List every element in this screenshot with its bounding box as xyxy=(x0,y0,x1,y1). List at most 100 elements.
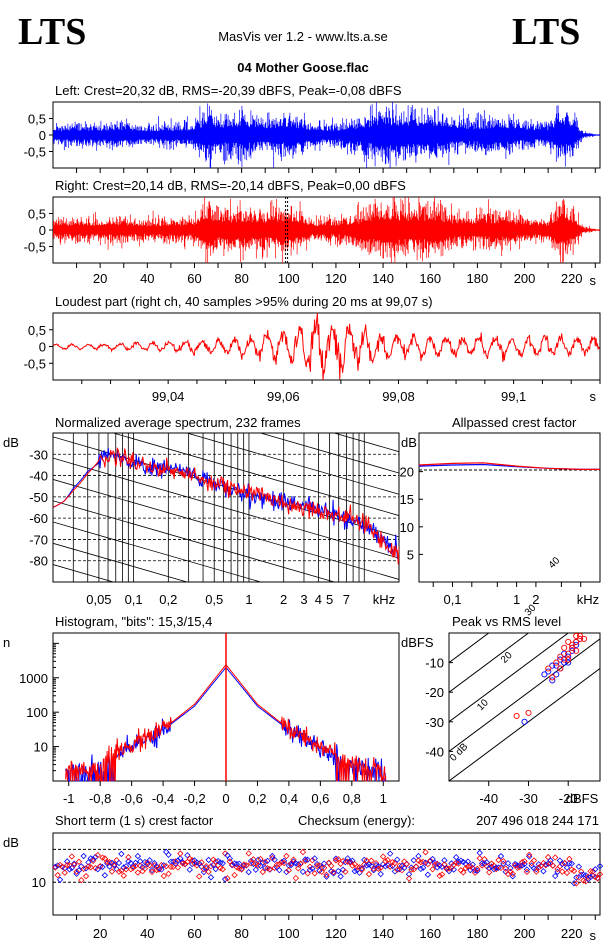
pvr-point xyxy=(573,641,580,648)
crest-point xyxy=(309,857,316,864)
x-tick-label: -30 xyxy=(519,791,538,806)
crest-point xyxy=(226,855,233,862)
pvr-point xyxy=(545,668,552,675)
crest-point xyxy=(323,871,330,878)
crest-point xyxy=(403,861,410,868)
crest-point xyxy=(273,861,281,868)
crest-point xyxy=(556,857,564,864)
x-tick-label: 80 xyxy=(234,271,248,286)
crest-point xyxy=(559,860,566,868)
pvr-point xyxy=(573,647,580,654)
crest-point xyxy=(386,850,394,857)
crest-point xyxy=(417,865,424,873)
crest-point xyxy=(266,865,274,873)
crest-point xyxy=(471,869,479,876)
loudest-title: Loudest part (right ch, 40 samples >95% … xyxy=(55,294,433,309)
crest-point xyxy=(365,870,373,878)
slope-line xyxy=(185,433,399,495)
slope-line xyxy=(53,542,189,582)
x-tick-label: 20 xyxy=(93,926,107,941)
pvr-point xyxy=(561,656,568,663)
histogram-ylabel: n xyxy=(3,635,10,650)
crest-point xyxy=(134,852,142,860)
crest-point xyxy=(478,862,486,869)
crest-point xyxy=(575,863,582,870)
x-tick-label: 60 xyxy=(187,271,201,286)
histogram-title: Histogram, "bits": 15,3/15,4 xyxy=(55,614,212,629)
crest-point xyxy=(52,864,59,871)
crest-point xyxy=(523,868,531,875)
crest-point xyxy=(372,859,380,867)
crest-point xyxy=(502,865,509,872)
crest-point xyxy=(290,856,297,863)
right-wave-title: Right: Crest=20,14 dB, RMS=-20,14 dBFS, … xyxy=(55,178,406,193)
crest-point xyxy=(148,866,156,874)
pvr-point xyxy=(565,650,572,657)
crest-point xyxy=(229,861,236,868)
crest-point xyxy=(429,866,436,873)
crest-point xyxy=(549,862,557,869)
crest-point xyxy=(542,861,549,868)
crest-point xyxy=(483,859,490,866)
crest-point xyxy=(287,860,295,867)
y-tick-label: -40 xyxy=(425,744,444,759)
x-tick-label: 2 xyxy=(532,592,539,607)
crest-point xyxy=(337,873,344,880)
crest-point xyxy=(134,869,142,876)
crest-point xyxy=(328,862,335,870)
crest-point xyxy=(203,863,210,870)
x-tick-label: 0,2 xyxy=(248,791,266,806)
x-tick-label: 120 xyxy=(325,271,347,286)
crest-point xyxy=(115,859,123,867)
y-tick-label: -30 xyxy=(29,447,48,462)
allpass-crest-plot: 20 15 10 5 0,1 1 2 kHz xyxy=(400,432,601,607)
crest-point xyxy=(497,853,505,860)
crest-point xyxy=(177,855,184,862)
app-title: MasVis ver 1.2 - www.lts.a.se xyxy=(218,29,388,44)
crest-point xyxy=(469,861,476,868)
x-tick-label: 120 xyxy=(325,926,347,941)
x-tick-label: 0 xyxy=(222,791,229,806)
crest-point xyxy=(533,865,540,873)
crest-point xyxy=(302,856,309,863)
slope-line xyxy=(53,521,263,582)
x-tick-label: 0,1 xyxy=(125,592,143,607)
crest-point xyxy=(132,862,139,870)
crest-point xyxy=(516,863,524,871)
pvr-point xyxy=(581,635,588,642)
crest-point xyxy=(205,856,212,864)
x-tick-label: 2 xyxy=(280,592,287,607)
crest-point xyxy=(276,860,283,868)
crest-point xyxy=(526,853,533,860)
crest-point xyxy=(493,864,500,871)
right-crest-line xyxy=(418,462,600,470)
crest-point xyxy=(375,865,382,872)
crest-point xyxy=(63,858,71,865)
y-tick-label: -0,5 xyxy=(24,145,46,160)
crest-point xyxy=(493,865,500,873)
crest-point xyxy=(438,863,446,870)
crest-point xyxy=(391,868,399,875)
crest-point xyxy=(563,869,571,877)
crest-point xyxy=(111,861,118,868)
x-tick-label: 1 xyxy=(245,592,252,607)
crest-point xyxy=(318,868,325,876)
crest-point xyxy=(280,857,288,865)
x-tick-label: 99,08 xyxy=(382,389,415,404)
crest-point xyxy=(391,859,399,867)
crest-point xyxy=(587,867,594,875)
x-tick-label: 0,6 xyxy=(311,791,329,806)
crest-point xyxy=(530,857,538,864)
crest-point xyxy=(271,856,278,863)
crest-point xyxy=(73,868,80,875)
y-tick-label: -30 xyxy=(425,715,444,730)
crest-point xyxy=(99,854,106,861)
crest-point xyxy=(552,872,559,880)
crest-point xyxy=(436,872,443,879)
crest-point xyxy=(408,866,415,873)
right-spectrum-line xyxy=(53,447,399,565)
crest-point xyxy=(165,870,172,877)
crest-point xyxy=(231,860,238,867)
crest-point xyxy=(497,864,505,872)
crest-point xyxy=(207,874,215,881)
